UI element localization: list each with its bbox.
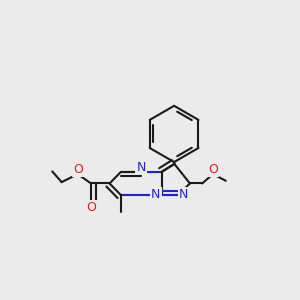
Text: N: N (151, 188, 160, 202)
Text: O: O (208, 163, 218, 176)
Text: N: N (179, 188, 188, 202)
Text: O: O (73, 163, 82, 176)
Text: N: N (136, 160, 146, 174)
Text: O: O (86, 201, 96, 214)
